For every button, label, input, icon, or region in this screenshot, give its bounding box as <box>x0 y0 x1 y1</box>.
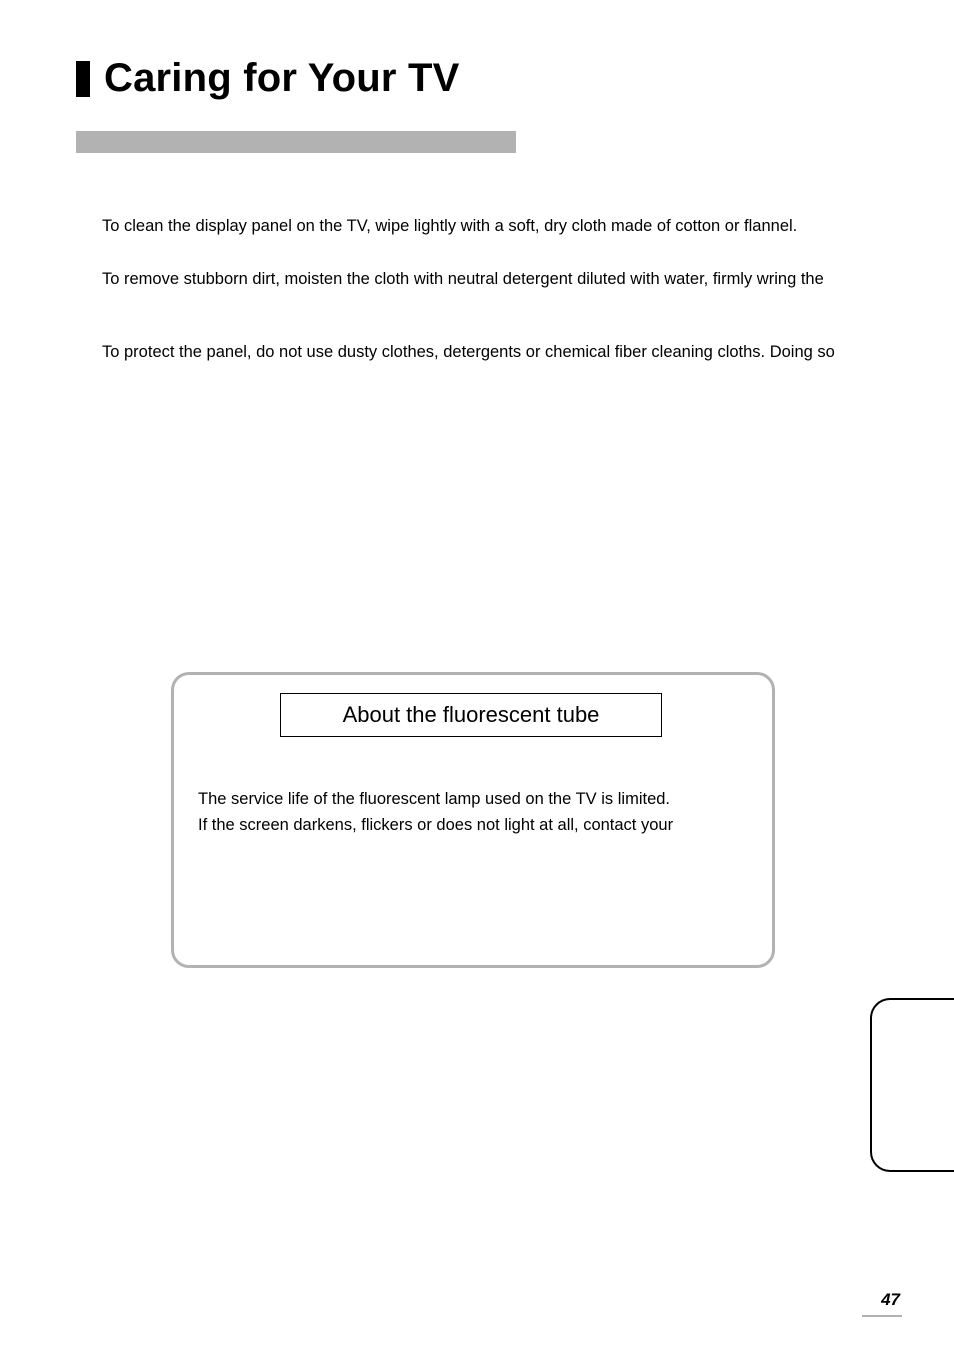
callout-title: About the fluorescent tube <box>343 702 600 728</box>
callout-body: The service life of the fluorescent lamp… <box>198 787 748 838</box>
page-number: 47 <box>881 1290 900 1310</box>
side-tab <box>870 998 954 1172</box>
callout-box: About the fluorescent tube The service l… <box>171 672 775 968</box>
callout-line-1: The service life of the fluorescent lamp… <box>198 787 748 813</box>
paragraph-3: To protect the panel, do not use dusty c… <box>102 341 890 364</box>
page-number-underline <box>862 1315 902 1317</box>
page-title-row: Caring for Your TV <box>76 56 900 101</box>
section-bar <box>76 131 516 153</box>
title-bullet <box>76 61 90 97</box>
callout-line-2: If the screen darkens, flickers or does … <box>198 813 748 839</box>
paragraph-1: To clean the display panel on the TV, wi… <box>102 215 890 238</box>
page-title: Caring for Your TV <box>104 56 459 101</box>
callout-title-frame: About the fluorescent tube <box>280 693 662 737</box>
document-page: Caring for Your TV To clean the display … <box>0 0 954 1350</box>
paragraph-2: To remove stubborn dirt, moisten the clo… <box>102 268 890 291</box>
